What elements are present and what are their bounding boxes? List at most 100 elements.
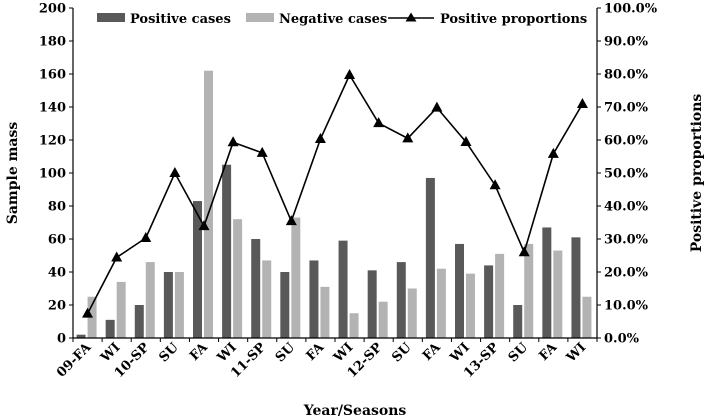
y2-tick-label-7: 70.0% xyxy=(604,101,649,116)
bar-negative-cases-6 xyxy=(262,260,272,338)
bar-positive-cases-4 xyxy=(193,201,202,338)
legend-swatch-positive-cases xyxy=(97,13,125,22)
axes-group xyxy=(69,7,601,342)
x-tick-label-12: FA xyxy=(420,340,444,364)
positive-proportions-marker-14 xyxy=(489,179,501,190)
bar-positive-cases-16 xyxy=(542,227,552,338)
y-tick-label-7: 140 xyxy=(39,101,66,116)
x-tick-label-3: SU xyxy=(156,340,182,366)
bar-negative-cases-8 xyxy=(320,286,330,338)
bar-positive-cases-1 xyxy=(105,319,115,338)
bar-negative-cases-10 xyxy=(378,301,388,338)
positive-proportions-marker-4 xyxy=(198,220,210,231)
bar-positive-cases-8 xyxy=(309,260,319,338)
bar-negative-cases-14 xyxy=(495,253,505,338)
legend-label-positive-proportions: Positive proportions xyxy=(440,12,587,27)
x-axis-title: Year/Seasons xyxy=(303,403,407,419)
legend-label-positive-cases: Positive cases xyxy=(130,12,231,27)
y-tick-label-3: 60 xyxy=(48,233,66,248)
bar-positive-cases-14 xyxy=(484,265,494,338)
legend: Positive cases Negative cases Positive p… xyxy=(97,12,587,27)
y2-tick-label-0: 0.0% xyxy=(604,332,640,347)
x-tick-label-11: SU xyxy=(389,340,415,366)
bar-negative-cases-16 xyxy=(553,250,563,338)
y2-tick-label-4: 40.0% xyxy=(604,200,649,215)
positive-proportions-marker-1 xyxy=(111,251,123,262)
positive-proportions-marker-15 xyxy=(518,246,530,257)
y2-tick-label-9: 90.0% xyxy=(604,35,649,50)
y-tick-label-1: 20 xyxy=(48,299,66,314)
bar-negative-cases-4 xyxy=(204,70,213,338)
x-tick-label-16: FA xyxy=(536,340,560,364)
y2-tick-label-6: 60.0% xyxy=(604,134,649,149)
bar-negative-cases-12 xyxy=(436,268,446,338)
bar-positive-cases-11 xyxy=(396,262,406,338)
x-tick-label-8: FA xyxy=(304,340,328,364)
bar-positive-cases-9 xyxy=(338,240,348,338)
bar-negative-cases-13 xyxy=(466,273,475,338)
x-tick-label-4: FA xyxy=(187,340,211,364)
bar-negative-cases-2 xyxy=(145,262,155,338)
bar-positive-cases-12 xyxy=(425,177,435,338)
y2-tick-label-2: 20.0% xyxy=(604,266,649,281)
positive-proportions-marker-10 xyxy=(373,117,385,128)
bar-positive-cases-15 xyxy=(513,305,523,338)
legend-swatch-negative-cases xyxy=(246,13,274,22)
y-tick-label-0: 0 xyxy=(57,332,66,347)
y2-axis-title: Positive proportions xyxy=(689,94,705,253)
bar-negative-cases-9 xyxy=(349,313,359,338)
y2-tick-label-5: 50.0% xyxy=(604,167,649,182)
bar-negative-cases-15 xyxy=(524,243,534,338)
bar-positive-cases-3 xyxy=(163,272,173,338)
y-tick-label-6: 120 xyxy=(39,134,66,149)
y2-tick-label-8: 80.0% xyxy=(604,68,649,83)
bar-negative-cases-3 xyxy=(174,272,184,338)
y-tick-label-4: 80 xyxy=(48,200,66,215)
bar-negative-cases-17 xyxy=(582,296,592,338)
y2-tick-label-10: 100.0% xyxy=(604,2,658,17)
y-tick-label-10: 200 xyxy=(39,2,66,17)
line-series-group xyxy=(82,68,588,318)
bar-series-group xyxy=(76,70,592,338)
y-tick-label-8: 160 xyxy=(39,68,66,83)
y2-tick-label-1: 10.0% xyxy=(604,299,649,314)
positive-proportions-marker-8 xyxy=(314,133,326,144)
y-tick-label-5: 100 xyxy=(39,167,66,182)
positive-proportions-marker-3 xyxy=(169,167,181,177)
positive-proportions-marker-11 xyxy=(402,132,414,143)
bar-positive-cases-6 xyxy=(251,239,261,338)
x-tick-label-15: SU xyxy=(506,340,532,366)
y-tick-label-2: 40 xyxy=(48,266,66,281)
bar-negative-cases-5 xyxy=(233,219,243,338)
positive-proportions-marker-16 xyxy=(547,147,559,158)
positive-proportions-marker-12 xyxy=(431,101,443,112)
tick-labels-group: 0 20 40 60 80 100 120 140 160 180 200 0.0% 10.0% 20.0… xyxy=(39,2,658,381)
positive-proportions-marker-2 xyxy=(140,232,152,243)
positive-proportions-marker-13 xyxy=(460,135,472,146)
positive-proportions-marker-7 xyxy=(285,215,297,226)
bar-negative-cases-7 xyxy=(291,217,301,338)
positive-proportions-marker-5 xyxy=(227,136,239,147)
x-tick-label-7: SU xyxy=(273,340,299,366)
positive-proportions-marker-17 xyxy=(576,98,588,109)
legend-marker-positive-proportions xyxy=(405,12,417,22)
positive-proportions-marker-0 xyxy=(82,307,94,318)
positive-proportions-line xyxy=(86,73,584,314)
positive-proportions-marker-6 xyxy=(256,146,268,157)
bar-positive-cases-10 xyxy=(367,270,377,338)
bar-positive-cases-7 xyxy=(280,272,290,338)
legend-label-negative-cases: Negative cases xyxy=(279,12,387,27)
y2-tick-label-3: 30.0% xyxy=(604,233,649,248)
bar-negative-cases-11 xyxy=(407,288,417,338)
y-axis-title: Sample mass xyxy=(5,122,21,225)
bar-positive-cases-17 xyxy=(571,237,581,338)
bar-positive-cases-5 xyxy=(222,164,232,338)
bar-negative-cases-1 xyxy=(116,281,126,338)
bar-positive-cases-13 xyxy=(455,243,464,338)
y-tick-label-9: 180 xyxy=(39,35,66,50)
bar-positive-cases-0 xyxy=(76,334,86,338)
x-tick-label-17: WI xyxy=(563,340,589,366)
bar-positive-cases-2 xyxy=(134,305,144,338)
positive-proportions-marker-9 xyxy=(344,68,356,79)
